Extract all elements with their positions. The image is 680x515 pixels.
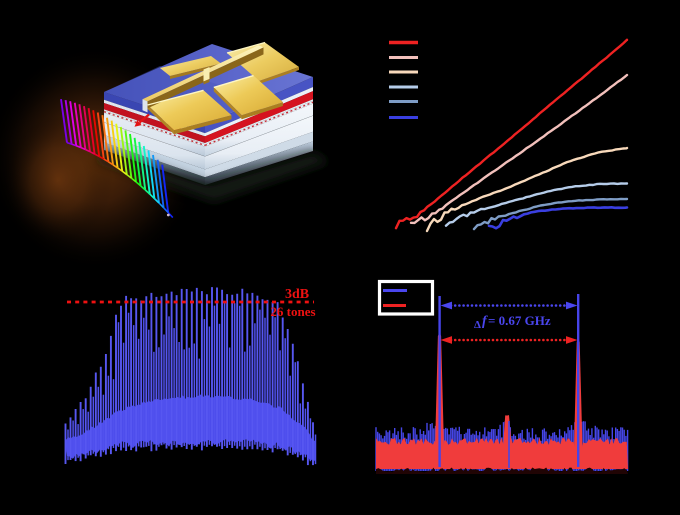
svg-text:3dB: 3dB	[285, 287, 309, 302]
svg-text:Δ: Δ	[474, 319, 481, 331]
svg-text:= 0.67 GHz: = 0.67 GHz	[488, 313, 551, 328]
svg-text:26 tones: 26 tones	[270, 304, 315, 319]
svg-text:f: f	[482, 314, 488, 329]
